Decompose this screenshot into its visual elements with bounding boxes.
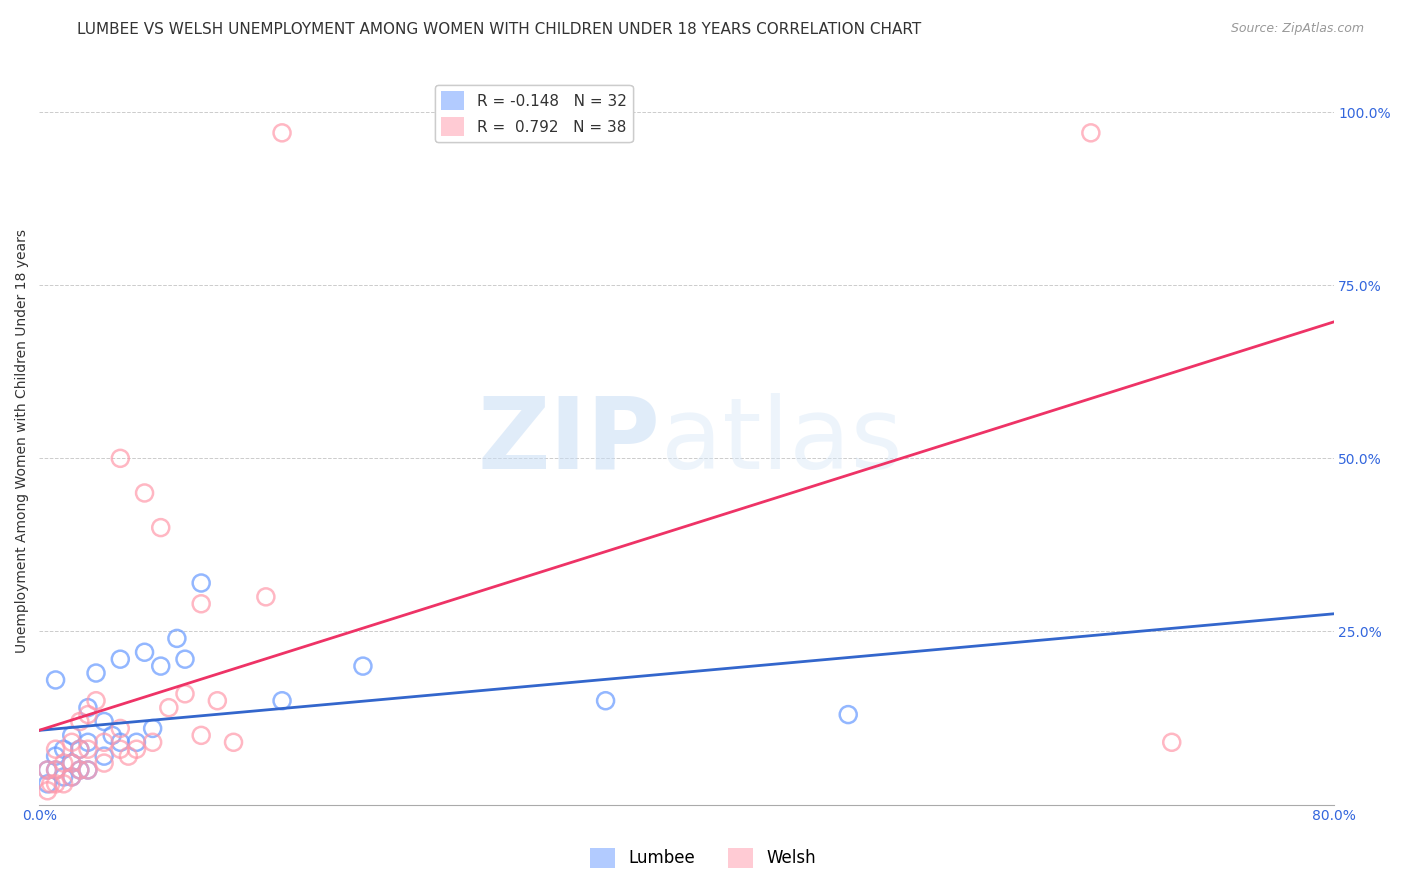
Point	[207, 694, 229, 708]
Text: LUMBEE VS WELSH UNEMPLOYMENT AMONG WOMEN WITH CHILDREN UNDER 18 YEARS CORRELATIO: LUMBEE VS WELSH UNEMPLOYMENT AMONG WOMEN…	[77, 22, 921, 37]
Point	[166, 632, 188, 646]
Point	[1080, 126, 1102, 140]
Point	[93, 714, 115, 729]
Point	[45, 763, 67, 777]
Point	[149, 520, 172, 534]
Point	[837, 707, 859, 722]
Point	[1160, 735, 1182, 749]
Point	[45, 749, 67, 764]
Point	[77, 742, 100, 756]
Legend: R = -0.148   N = 32, R =  0.792   N = 38: R = -0.148 N = 32, R = 0.792 N = 38	[436, 85, 633, 142]
Point	[37, 777, 59, 791]
Point	[69, 742, 91, 756]
Point	[52, 777, 75, 791]
Point	[77, 707, 100, 722]
Point	[190, 597, 212, 611]
Point	[52, 742, 75, 756]
Point	[69, 763, 91, 777]
Point	[69, 714, 91, 729]
Point	[60, 770, 83, 784]
Point	[84, 694, 107, 708]
Text: Source: ZipAtlas.com: Source: ZipAtlas.com	[1230, 22, 1364, 36]
Point	[134, 486, 156, 500]
Point	[93, 756, 115, 770]
Point	[125, 735, 148, 749]
Point	[77, 735, 100, 749]
Point	[60, 728, 83, 742]
Point	[117, 749, 139, 764]
Point	[52, 756, 75, 770]
Y-axis label: Unemployment Among Women with Children Under 18 years: Unemployment Among Women with Children U…	[15, 229, 30, 653]
Point	[222, 735, 245, 749]
Point	[69, 742, 91, 756]
Point	[60, 756, 83, 770]
Point	[45, 742, 67, 756]
Point	[595, 694, 617, 708]
Point	[39, 777, 62, 791]
Point	[190, 728, 212, 742]
Point	[110, 722, 132, 736]
Point	[125, 742, 148, 756]
Point	[352, 659, 374, 673]
Point	[174, 687, 197, 701]
Point	[142, 735, 165, 749]
Point	[149, 659, 172, 673]
Point	[60, 756, 83, 770]
Point	[69, 763, 91, 777]
Point	[84, 666, 107, 681]
Point	[37, 763, 59, 777]
Point	[52, 770, 75, 784]
Point	[134, 645, 156, 659]
Text: atlas: atlas	[661, 392, 903, 490]
Point	[60, 770, 83, 784]
Point	[77, 700, 100, 714]
Point	[37, 784, 59, 798]
Point	[77, 763, 100, 777]
Point	[142, 722, 165, 736]
Point	[45, 763, 67, 777]
Point	[271, 694, 294, 708]
Point	[110, 652, 132, 666]
Point	[254, 590, 277, 604]
Point	[45, 673, 67, 687]
Point	[93, 749, 115, 764]
Point	[60, 735, 83, 749]
Legend: Lumbee, Welsh: Lumbee, Welsh	[583, 841, 823, 875]
Point	[110, 451, 132, 466]
Point	[77, 763, 100, 777]
Point	[101, 728, 124, 742]
Point	[174, 652, 197, 666]
Point	[190, 576, 212, 591]
Point	[157, 700, 180, 714]
Point	[110, 742, 132, 756]
Point	[110, 735, 132, 749]
Point	[271, 126, 294, 140]
Text: ZIP: ZIP	[478, 392, 661, 490]
Point	[45, 777, 67, 791]
Point	[37, 763, 59, 777]
Point	[93, 735, 115, 749]
